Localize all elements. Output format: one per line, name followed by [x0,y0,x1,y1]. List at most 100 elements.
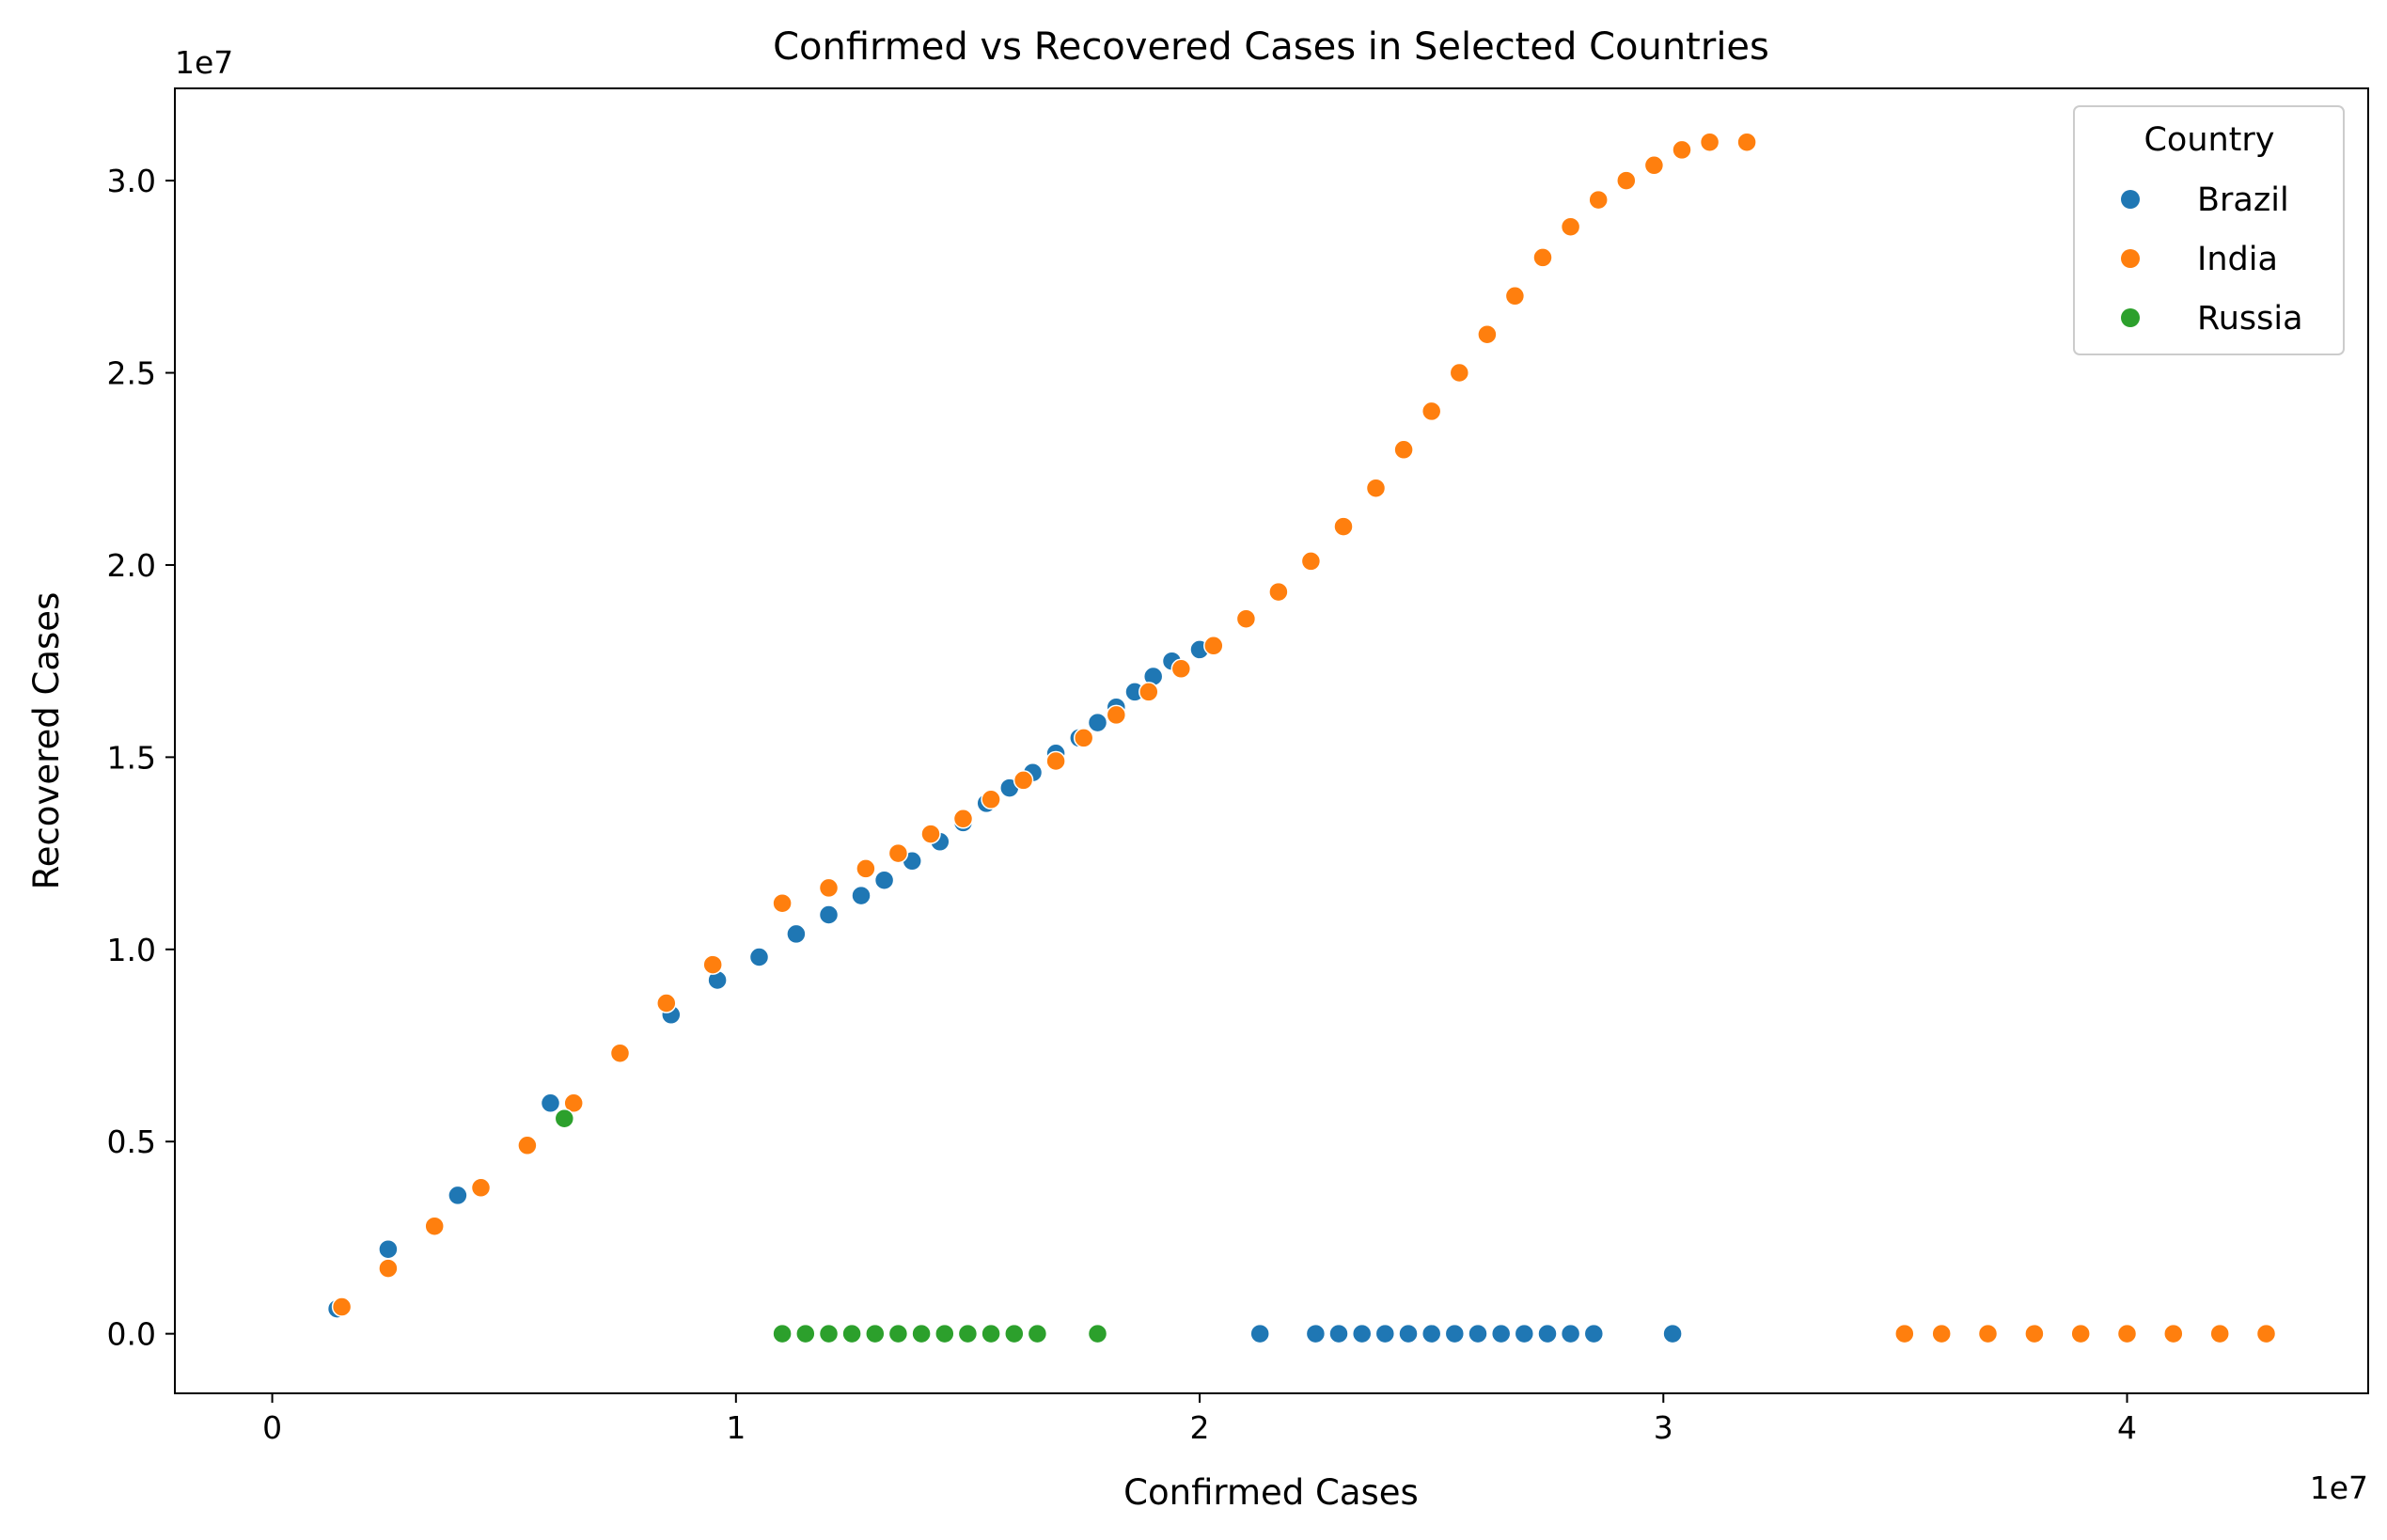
point-india-26 [1333,516,1354,537]
point-russia-3 [818,1323,840,1344]
point-india-11 [856,858,876,879]
y-tick-label: 2.0 [107,547,156,584]
legend-marker-brazil [2121,190,2140,209]
point-brazil-20 [1087,712,1108,733]
legend-label-india: India [2197,241,2278,278]
point-brazil-36 [1514,1323,1535,1344]
point-india-6 [609,1043,631,1063]
point-brazil-27 [1305,1323,1327,1344]
point-india-7 [656,993,677,1014]
point-russia-12 [1027,1323,1048,1344]
legend-box [2073,105,2345,355]
point-india-27 [1365,478,1387,498]
point-russia-0 [554,1108,575,1129]
point-india-48 [2209,1323,2230,1344]
point-india-15 [981,789,1001,810]
legend-entries: Brazil India Russia [2121,181,2303,338]
point-india-0 [331,1296,353,1317]
point-brazil-8 [786,923,807,945]
point-india-14 [952,809,974,829]
point-india-13 [920,824,941,844]
point-india-25 [1300,551,1322,572]
legend-label-brazil: Brazil [2197,181,2289,219]
point-india-4 [517,1135,538,1156]
point-brazil-11 [873,870,895,890]
point-brazil-3 [540,1092,561,1114]
point-india-41 [1894,1323,1915,1344]
point-russia-9 [957,1323,979,1344]
point-brazil-40 [1662,1323,1683,1344]
point-brazil-28 [1328,1323,1349,1344]
y-tick-label: 2.5 [107,355,156,392]
x-tick-label: 0 [262,1409,282,1446]
point-russia-13 [1087,1323,1108,1344]
point-india-44 [2024,1323,2045,1344]
chart-title: Confirmed vs Recovered Cases in Selected… [773,25,1769,69]
legend-label-russia: Russia [2197,300,2303,338]
point-india-39 [1699,132,1720,152]
point-india-1 [378,1258,399,1279]
y-axis-label: Recovered Cases [26,592,67,890]
point-india-49 [2255,1323,2277,1344]
point-brazil-9 [818,904,840,925]
point-brazil-34 [1468,1323,1488,1344]
point-india-32 [1504,286,1526,306]
point-russia-6 [887,1323,909,1344]
y-tick-label: 1.0 [107,932,156,968]
point-india-46 [2116,1323,2138,1344]
point-india-45 [2070,1323,2091,1344]
x-axis-ticks: 0 1 2 3 4 [262,1393,2137,1446]
y-tick-label: 0.0 [107,1316,156,1353]
point-brazil-39 [1583,1323,1605,1344]
point-india-23 [1235,608,1257,629]
point-india-36 [1616,170,1637,191]
point-russia-11 [1004,1323,1025,1344]
point-india-43 [1977,1323,1999,1344]
point-india-28 [1393,439,1414,461]
point-india-19 [1106,704,1127,726]
plot-frame [174,87,2369,1394]
point-brazil-2 [448,1185,468,1206]
point-india-40 [1736,132,1757,152]
point-india-21 [1170,658,1192,680]
point-india-20 [1139,682,1159,702]
point-brazil-33 [1444,1323,1466,1344]
point-india-33 [1532,247,1553,268]
point-india-5 [563,1092,584,1114]
y-axis-ticks: 0.0 0.5 1.0 1.5 2.0 2.5 3.0 [107,163,175,1353]
point-india-29 [1421,401,1442,422]
point-india-37 [1643,155,1665,176]
point-russia-2 [795,1323,816,1344]
point-brazil-31 [1398,1323,1419,1344]
point-brazil-7 [748,947,770,967]
point-india-31 [1477,323,1498,345]
point-brazil-29 [1351,1323,1373,1344]
point-brazil-37 [1537,1323,1558,1344]
points-layer [326,132,2277,1344]
point-india-22 [1203,636,1224,656]
point-brazil-10 [851,885,872,906]
x-tick-label: 2 [1190,1409,1210,1446]
x-tick-label: 3 [1654,1409,1673,1446]
point-india-8 [702,954,723,975]
point-india-38 [1672,139,1692,161]
legend-title: Country [2144,121,2274,159]
point-brazil-38 [1560,1323,1581,1344]
point-india-24 [1268,581,1289,603]
point-india-2 [424,1216,445,1236]
point-india-34 [1560,216,1581,237]
point-brazil-35 [1490,1323,1512,1344]
point-russia-5 [865,1323,886,1344]
point-russia-1 [772,1323,793,1344]
point-india-30 [1449,362,1470,384]
y-axis-offset-text: 1e7 [175,44,233,81]
point-brazil-32 [1421,1323,1442,1344]
x-axis-label: Confirmed Cases [1123,1472,1419,1513]
point-brazil-26 [1249,1323,1270,1344]
point-russia-10 [981,1323,1001,1344]
point-india-3 [470,1177,492,1199]
x-tick-label: 4 [2117,1409,2137,1446]
y-tick-label: 0.5 [107,1124,156,1160]
point-brazil-30 [1374,1323,1396,1344]
legend-marker-russia [2121,308,2140,327]
